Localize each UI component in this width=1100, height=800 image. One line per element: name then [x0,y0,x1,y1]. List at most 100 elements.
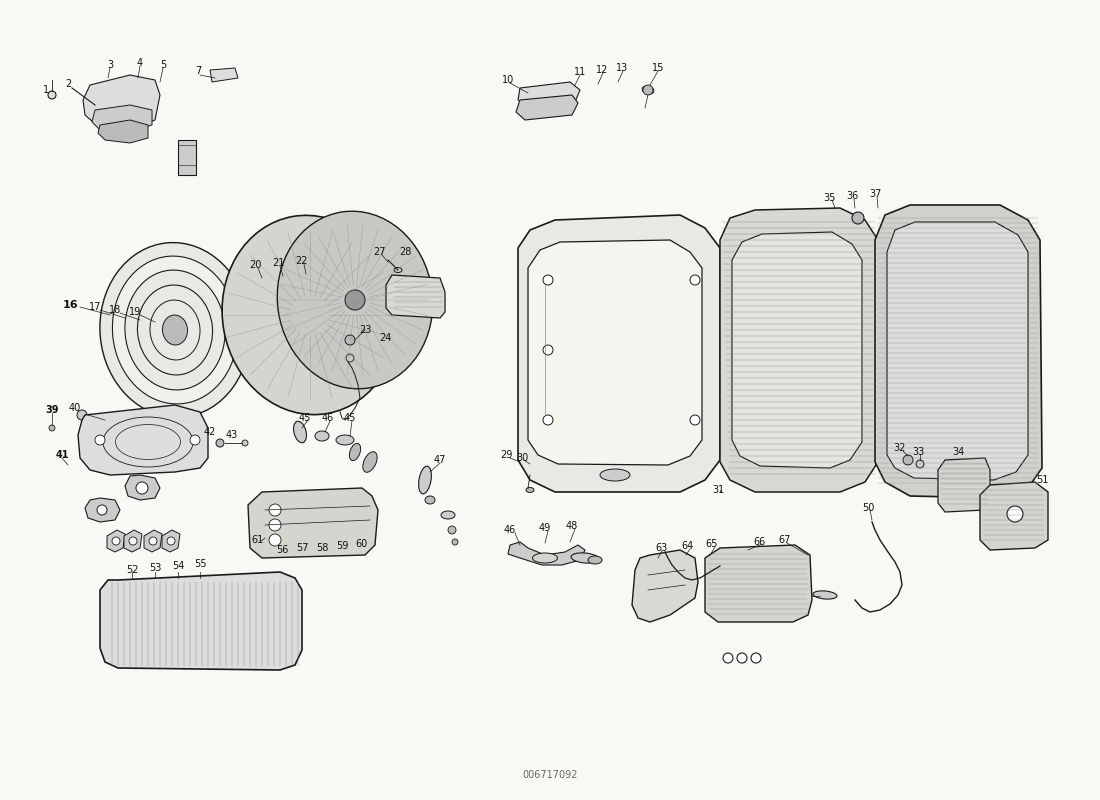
Circle shape [916,460,924,468]
Circle shape [129,537,138,545]
Text: 10: 10 [502,75,514,85]
Ellipse shape [394,267,402,273]
Text: 61: 61 [252,535,264,545]
Text: 32: 32 [894,443,906,453]
Text: 29: 29 [499,450,513,460]
Text: 67: 67 [779,535,791,545]
Polygon shape [85,498,120,522]
Text: 28: 28 [399,247,411,257]
Ellipse shape [425,496,435,504]
Polygon shape [887,222,1028,480]
Ellipse shape [588,556,602,564]
Polygon shape [528,240,702,465]
Ellipse shape [112,256,238,404]
Polygon shape [162,530,180,552]
Text: 49: 49 [539,523,551,533]
Circle shape [270,519,280,531]
Text: 27: 27 [374,247,386,257]
Text: 12: 12 [596,65,608,75]
Circle shape [50,425,55,431]
Bar [178,140,196,175]
Circle shape [543,275,553,285]
Circle shape [148,537,157,545]
Polygon shape [732,232,862,468]
Text: 55: 55 [194,559,207,569]
Circle shape [903,455,913,465]
Polygon shape [248,488,378,558]
Text: 59: 59 [336,541,349,551]
Text: 20: 20 [249,260,261,270]
Circle shape [48,91,56,99]
Text: 36: 36 [846,191,858,201]
Polygon shape [874,205,1042,498]
Circle shape [270,534,280,546]
Circle shape [298,303,322,327]
Text: 63: 63 [656,543,668,553]
Text: 19: 19 [129,307,141,317]
Polygon shape [100,572,302,670]
Text: 18: 18 [109,305,121,315]
Polygon shape [210,68,238,82]
Text: 65: 65 [706,539,718,549]
Polygon shape [125,475,160,500]
Text: 39: 39 [45,405,58,415]
Circle shape [242,440,248,446]
Ellipse shape [526,487,534,493]
Text: 45: 45 [344,413,356,423]
Polygon shape [705,545,812,622]
Circle shape [190,435,200,445]
Text: 43: 43 [226,430,238,440]
Circle shape [543,345,553,355]
Circle shape [723,653,733,663]
Ellipse shape [222,215,398,414]
Text: 48: 48 [565,521,579,531]
Circle shape [690,415,700,425]
Polygon shape [980,482,1048,550]
Text: 13: 13 [616,63,628,73]
Text: 5: 5 [160,60,166,70]
Text: 2: 2 [65,79,72,89]
Circle shape [644,85,653,95]
Ellipse shape [419,466,431,494]
Polygon shape [518,82,580,108]
Text: 41: 41 [55,450,68,460]
Text: 50: 50 [861,503,875,513]
Text: 7: 7 [195,66,201,76]
Circle shape [345,290,365,310]
Text: 51: 51 [1036,475,1048,485]
Polygon shape [516,95,578,120]
Text: 31: 31 [712,485,724,495]
Text: 1: 1 [43,85,50,95]
Circle shape [452,539,458,545]
Circle shape [288,293,332,337]
Circle shape [448,526,456,534]
Ellipse shape [600,469,630,481]
Circle shape [690,275,700,285]
Text: 42: 42 [204,427,217,437]
Text: 22: 22 [296,256,308,266]
Circle shape [112,537,120,545]
Ellipse shape [294,422,307,442]
Circle shape [216,439,224,447]
Circle shape [1006,506,1023,522]
Circle shape [346,354,354,362]
Ellipse shape [163,315,187,345]
Polygon shape [144,530,162,552]
Text: 45: 45 [299,413,311,423]
Text: 35: 35 [824,193,836,203]
Ellipse shape [350,443,361,461]
Text: 37: 37 [869,189,881,199]
Text: 64: 64 [682,541,694,551]
Text: 60: 60 [356,539,369,549]
Text: 40: 40 [69,403,81,413]
Polygon shape [78,405,208,475]
Ellipse shape [441,511,455,519]
Text: 30: 30 [516,453,528,463]
Circle shape [737,653,747,663]
Text: 56: 56 [276,545,288,555]
Text: 23: 23 [359,325,371,335]
Circle shape [95,435,104,445]
Ellipse shape [532,553,558,563]
Text: 57: 57 [296,543,308,553]
Polygon shape [386,275,446,318]
